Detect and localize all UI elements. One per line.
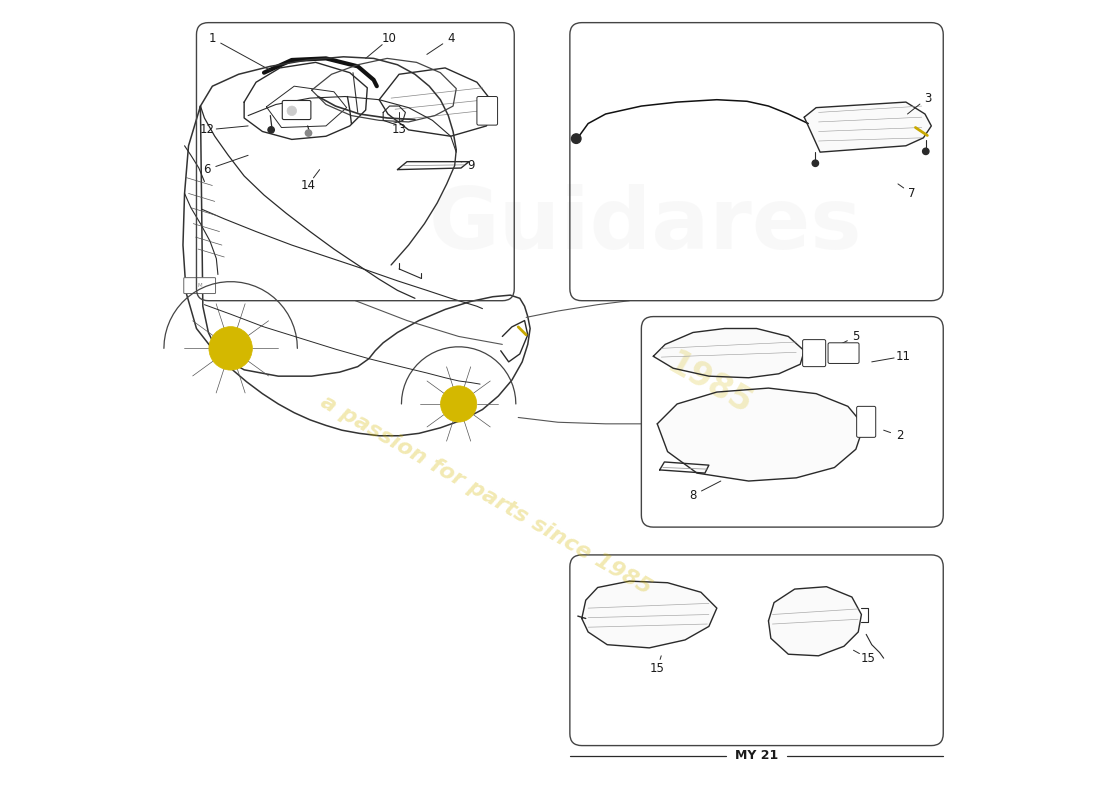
FancyBboxPatch shape (828, 342, 859, 363)
Text: Guidares: Guidares (429, 184, 862, 266)
Text: 10: 10 (382, 32, 397, 45)
Text: 11: 11 (896, 350, 911, 363)
Polygon shape (653, 329, 804, 378)
Polygon shape (658, 388, 864, 481)
Text: 5: 5 (852, 330, 859, 343)
Text: 9: 9 (466, 159, 474, 172)
Text: 13: 13 (392, 123, 407, 136)
Circle shape (923, 148, 928, 154)
Text: 15: 15 (650, 662, 664, 675)
Text: 8: 8 (690, 489, 696, 502)
Polygon shape (804, 102, 932, 152)
FancyBboxPatch shape (857, 406, 876, 438)
Text: MY 21: MY 21 (735, 750, 778, 762)
Text: 1: 1 (209, 32, 216, 45)
Text: a passion for parts since 1985: a passion for parts since 1985 (318, 392, 656, 598)
FancyBboxPatch shape (803, 340, 826, 366)
Circle shape (812, 160, 818, 166)
Text: 14: 14 (300, 179, 316, 192)
Circle shape (268, 126, 274, 133)
Circle shape (298, 107, 306, 114)
FancyBboxPatch shape (283, 101, 311, 119)
Text: 6: 6 (204, 163, 210, 176)
Circle shape (572, 134, 581, 143)
Text: 3: 3 (924, 92, 931, 105)
Text: 7: 7 (908, 187, 915, 200)
Text: 1985: 1985 (660, 346, 758, 422)
Text: 12: 12 (199, 123, 214, 136)
FancyBboxPatch shape (477, 97, 497, 125)
Text: 4: 4 (447, 32, 454, 45)
Polygon shape (582, 581, 717, 648)
Text: 2: 2 (895, 430, 903, 442)
Circle shape (209, 326, 252, 370)
Polygon shape (769, 586, 861, 656)
Text: 15: 15 (860, 652, 876, 665)
Circle shape (440, 386, 476, 422)
Circle shape (287, 106, 297, 115)
FancyBboxPatch shape (184, 278, 216, 294)
Circle shape (306, 130, 311, 136)
Text: M: M (197, 283, 202, 288)
